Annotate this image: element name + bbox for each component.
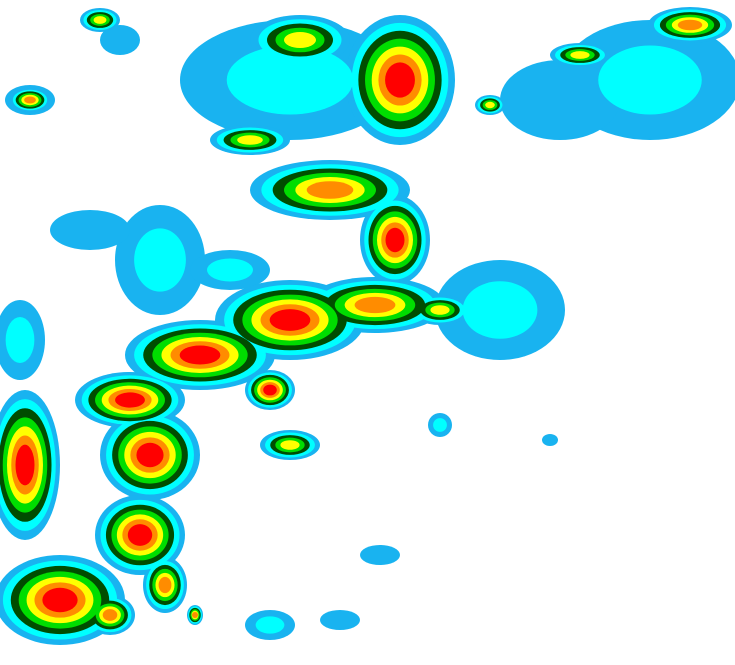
echo-yellow	[237, 135, 263, 145]
echo-yellow	[93, 16, 107, 24]
echo-red	[269, 309, 311, 331]
echo-red	[385, 62, 415, 98]
echo-cyan	[226, 45, 354, 115]
echo-cyan	[433, 418, 447, 432]
echo-cyan	[462, 281, 538, 339]
echo-light-blue	[100, 25, 140, 55]
echo-orange	[102, 609, 118, 621]
echo-orange	[192, 612, 198, 618]
precipitation-cells	[0, 7, 735, 645]
echo-cyan	[255, 616, 285, 634]
echo-red	[127, 524, 153, 546]
echo-red	[263, 384, 277, 396]
echo-yellow	[570, 51, 590, 59]
echo-yellow	[280, 440, 300, 450]
echo-light-blue	[320, 610, 360, 630]
echo-orange	[24, 96, 36, 104]
echo-red	[42, 587, 78, 613]
echo-orange	[677, 19, 703, 31]
echo-light-blue	[50, 210, 130, 250]
echo-cyan	[207, 258, 253, 282]
echo-cyan	[598, 45, 702, 115]
echo-light-blue	[542, 434, 558, 446]
echo-red	[136, 442, 164, 468]
echo-cyan	[134, 228, 186, 292]
echo-orange	[354, 296, 396, 314]
echo-light-blue	[500, 60, 620, 140]
echo-red	[115, 392, 145, 408]
echo-red	[15, 444, 35, 486]
echo-orange	[158, 576, 172, 594]
echo-yellow	[284, 32, 316, 48]
echo-red	[179, 345, 221, 365]
echo-cyan	[5, 317, 35, 363]
echo-yellow	[430, 305, 450, 315]
echo-light-blue	[360, 545, 400, 565]
echo-orange	[306, 181, 354, 199]
echo-yellow	[485, 101, 495, 109]
echo-red	[385, 227, 405, 253]
